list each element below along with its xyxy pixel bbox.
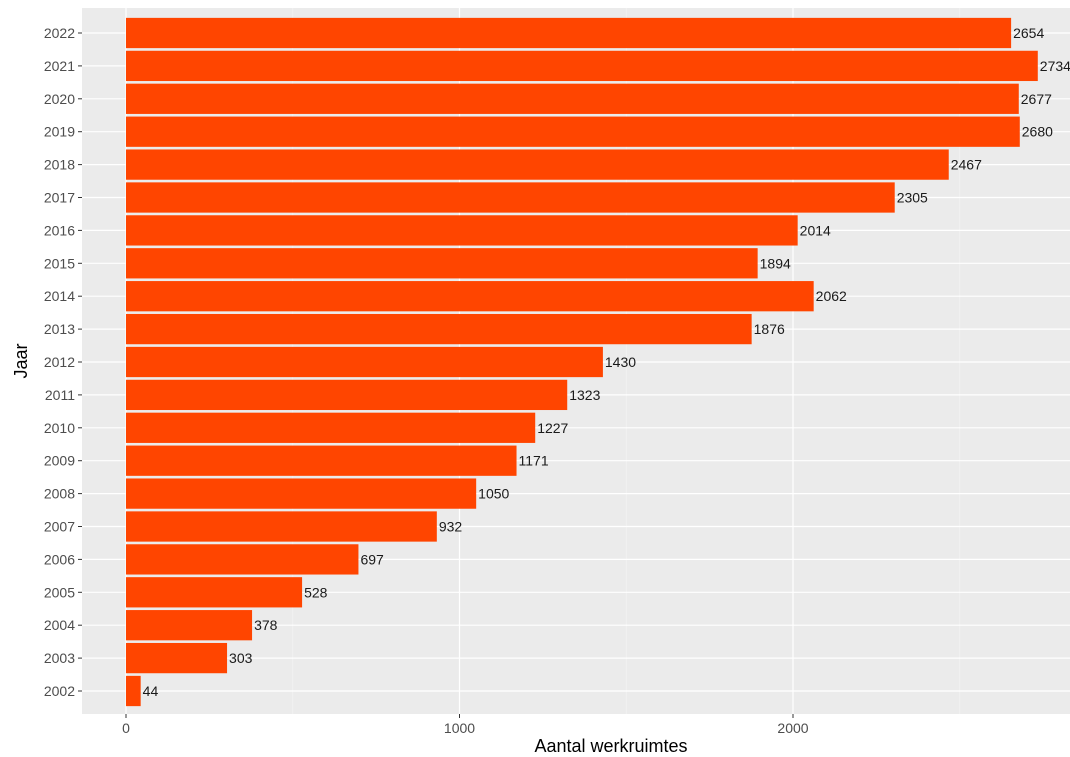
data-label-2005: 528 [304, 584, 328, 600]
y-tick-label: 2014 [44, 288, 75, 304]
data-label-2008: 1050 [478, 486, 509, 502]
bar-2010 [126, 412, 536, 443]
y-axis-title: Jaar [11, 343, 31, 378]
y-tick-label: 2019 [44, 124, 75, 140]
bar-2022 [126, 17, 1012, 49]
bar-2007 [126, 511, 437, 542]
bar-2009 [126, 445, 517, 476]
y-tick-label: 2004 [44, 617, 75, 633]
x-tick-label: 0 [122, 720, 130, 736]
bar-2015 [126, 248, 758, 279]
bar-2004 [126, 610, 253, 641]
y-tick-label: 2009 [44, 453, 75, 469]
bar-2021 [126, 50, 1038, 82]
data-label-2015: 1894 [760, 255, 791, 271]
y-tick-label: 2007 [44, 519, 75, 535]
y-tick-label: 2008 [44, 486, 75, 502]
bar-2005 [126, 577, 303, 608]
bar-2016 [126, 215, 798, 246]
bar-2013 [126, 313, 752, 345]
y-tick-label: 2012 [44, 354, 75, 370]
data-label-2016: 2014 [800, 222, 831, 238]
data-label-2022: 2654 [1013, 25, 1044, 41]
bar-2012 [126, 346, 603, 378]
data-label-2019: 2680 [1022, 124, 1053, 140]
y-tick-label: 2016 [44, 222, 75, 238]
y-tick-label: 2002 [44, 683, 75, 699]
x-tick-label: 2000 [777, 720, 808, 736]
bar-2018 [126, 149, 949, 180]
y-tick-label: 2013 [44, 321, 75, 337]
bar-2019 [126, 116, 1020, 147]
y-tick-label: 2015 [44, 255, 75, 271]
bar-2003 [126, 642, 228, 674]
data-label-2011: 1323 [569, 387, 600, 403]
bar-2014 [126, 281, 814, 312]
y-tick-label: 2020 [44, 91, 75, 107]
data-label-2002: 44 [143, 683, 159, 699]
data-label-2020: 2677 [1021, 91, 1052, 107]
data-label-2004: 378 [254, 617, 278, 633]
data-label-2012: 1430 [605, 354, 636, 370]
data-label-2014: 2062 [816, 288, 847, 304]
data-label-2006: 697 [360, 551, 384, 567]
y-tick-label: 2022 [44, 25, 75, 41]
bar-2017 [126, 182, 895, 213]
x-tick-label: 1000 [444, 720, 475, 736]
y-tick-label: 2011 [45, 387, 75, 403]
bar-2011 [126, 379, 568, 411]
bars [126, 17, 1038, 707]
y-tick-label: 2017 [44, 190, 75, 206]
data-label-2013: 1876 [754, 321, 785, 337]
data-label-2018: 2467 [951, 157, 982, 173]
bar-2020 [126, 83, 1019, 114]
data-label-2003: 303 [229, 650, 253, 666]
data-label-2007: 932 [439, 519, 463, 535]
y-axis: 2002 2003 2004 2005 2006 2007 2008 2009 2010 2011… [44, 25, 82, 699]
bar-2006 [126, 544, 359, 575]
data-label-2021: 2734 [1040, 58, 1070, 74]
data-labels: 44 303 378 528 697 932 1050 1171 1227 1323 1430 187… [143, 25, 1070, 699]
y-tick-label: 2003 [44, 650, 75, 666]
bar-2008 [126, 478, 477, 509]
y-tick-label: 2010 [44, 420, 75, 436]
y-tick-label: 2018 [44, 157, 75, 173]
bar-2002 [126, 675, 141, 707]
x-axis: 0 1000 2000 [122, 714, 809, 736]
y-tick-label: 2005 [44, 584, 75, 600]
data-label-2010: 1227 [537, 420, 568, 436]
data-label-2009: 1171 [519, 453, 549, 469]
y-tick-label: 2006 [44, 551, 75, 567]
y-tick-label: 2021 [44, 58, 75, 74]
x-axis-title: Aantal werkruimtes [534, 736, 687, 756]
data-label-2017: 2305 [897, 190, 928, 206]
